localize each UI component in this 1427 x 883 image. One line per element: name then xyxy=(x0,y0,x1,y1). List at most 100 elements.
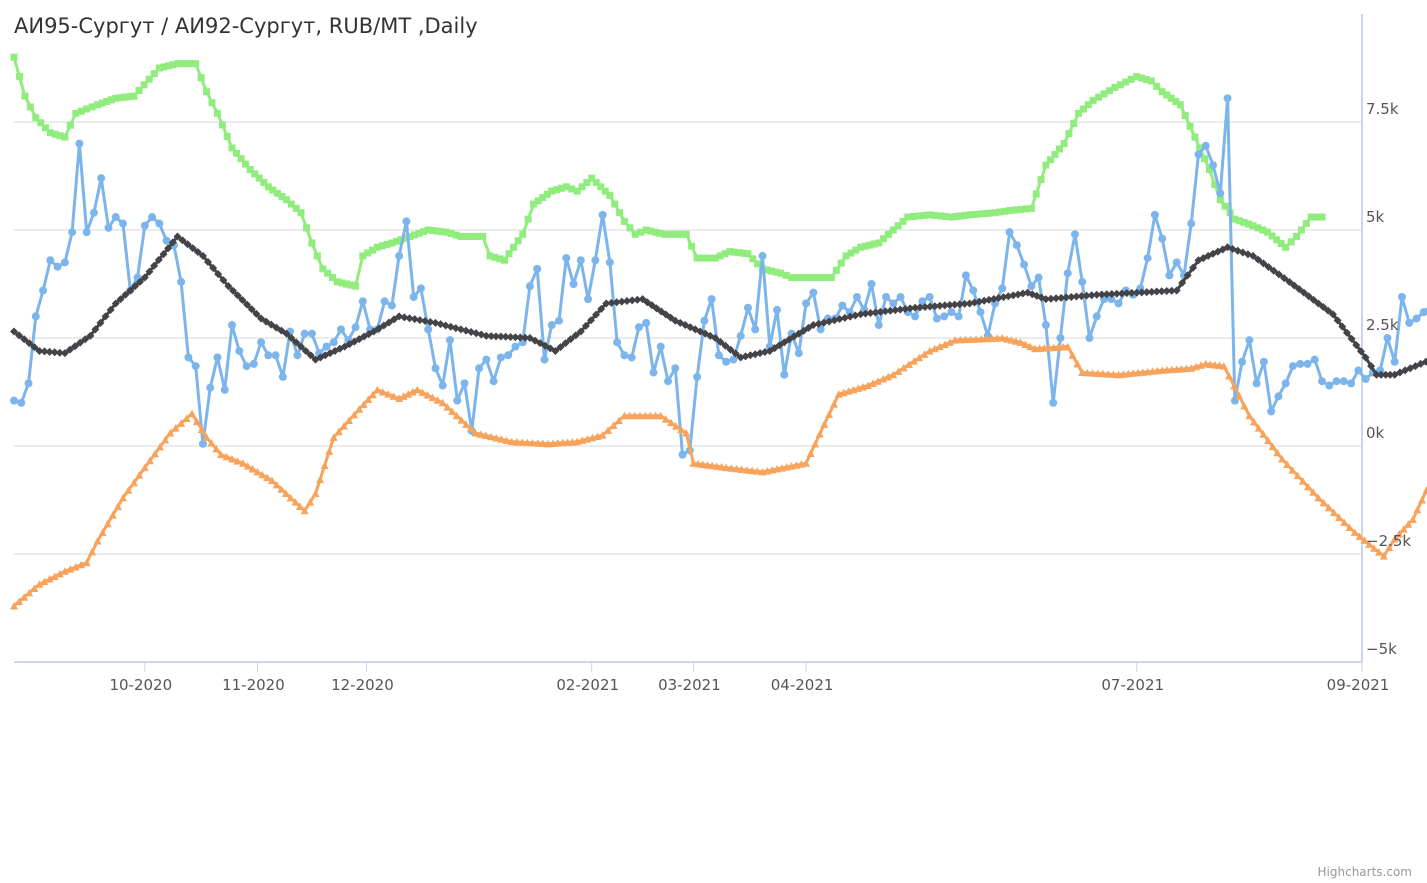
data-point[interactable] xyxy=(518,438,527,446)
data-point[interactable] xyxy=(507,437,516,446)
data-point[interactable] xyxy=(154,255,163,264)
data-point[interactable] xyxy=(926,211,934,219)
data-point[interactable] xyxy=(397,236,405,244)
data-point[interactable] xyxy=(51,130,59,138)
data-point[interactable] xyxy=(1417,496,1426,504)
data-point[interactable] xyxy=(1290,281,1299,290)
data-point[interactable] xyxy=(306,498,315,506)
data-point[interactable] xyxy=(373,385,382,394)
data-point[interactable] xyxy=(155,219,164,228)
data-point[interactable] xyxy=(613,338,622,347)
data-point[interactable] xyxy=(65,345,74,354)
data-point[interactable] xyxy=(1408,515,1417,523)
data-point[interactable] xyxy=(528,438,537,447)
data-point[interactable] xyxy=(1390,357,1399,366)
data-point[interactable] xyxy=(932,314,941,323)
data-point[interactable] xyxy=(1374,548,1383,556)
data-point[interactable] xyxy=(39,286,48,295)
data-point[interactable] xyxy=(920,211,928,219)
data-point[interactable] xyxy=(940,312,949,321)
data-point[interactable] xyxy=(708,461,717,470)
data-point[interactable] xyxy=(722,357,731,366)
data-point[interactable] xyxy=(306,351,315,360)
data-point[interactable] xyxy=(748,466,757,475)
data-point[interactable] xyxy=(384,318,393,327)
data-point[interactable] xyxy=(119,493,128,502)
data-point[interactable] xyxy=(772,268,780,276)
data-point[interactable] xyxy=(1049,398,1058,407)
data-point[interactable] xyxy=(627,353,636,362)
data-point[interactable] xyxy=(428,393,437,402)
data-point[interactable] xyxy=(573,187,581,195)
data-point[interactable] xyxy=(217,450,226,459)
data-point[interactable] xyxy=(969,286,978,295)
data-point[interactable] xyxy=(672,422,681,430)
data-point[interactable] xyxy=(1046,294,1055,303)
data-point[interactable] xyxy=(390,315,399,324)
data-point[interactable] xyxy=(607,298,616,307)
data-point[interactable] xyxy=(404,390,413,398)
data-point[interactable] xyxy=(586,316,595,325)
data-point[interactable] xyxy=(497,435,506,443)
data-point[interactable] xyxy=(803,274,811,282)
data-point[interactable] xyxy=(945,338,954,346)
data-point[interactable] xyxy=(1167,286,1176,295)
data-point[interactable] xyxy=(1073,359,1082,368)
data-point[interactable] xyxy=(1356,347,1365,356)
data-point[interactable] xyxy=(894,222,902,230)
data-point[interactable] xyxy=(1165,271,1174,280)
data-point[interactable] xyxy=(519,230,527,238)
data-point[interactable] xyxy=(1379,552,1388,560)
data-point[interactable] xyxy=(156,442,165,451)
data-point[interactable] xyxy=(446,336,455,345)
data-point[interactable] xyxy=(562,254,571,263)
data-point[interactable] xyxy=(379,321,388,330)
data-point[interactable] xyxy=(15,331,24,340)
data-point[interactable] xyxy=(1354,366,1363,375)
data-point[interactable] xyxy=(1111,83,1119,91)
data-point[interactable] xyxy=(620,217,628,225)
data-point[interactable] xyxy=(1006,207,1014,215)
data-point[interactable] xyxy=(1340,518,1349,527)
data-point[interactable] xyxy=(1283,460,1292,469)
data-point[interactable] xyxy=(98,528,107,536)
data-point[interactable] xyxy=(24,379,33,388)
data-point[interactable] xyxy=(150,70,158,78)
data-point[interactable] xyxy=(384,390,393,398)
data-point[interactable] xyxy=(966,211,974,219)
data-point[interactable] xyxy=(103,97,111,105)
data-point[interactable] xyxy=(35,580,44,588)
data-point[interactable] xyxy=(856,310,865,319)
data-point[interactable] xyxy=(1150,210,1159,219)
data-point[interactable] xyxy=(206,383,215,392)
data-point[interactable] xyxy=(320,461,329,469)
data-point[interactable] xyxy=(947,308,956,317)
data-point[interactable] xyxy=(1027,204,1035,212)
data-point[interactable] xyxy=(656,411,665,420)
data-point[interactable] xyxy=(884,372,893,381)
data-point[interactable] xyxy=(56,132,64,140)
data-point[interactable] xyxy=(828,274,836,282)
data-point[interactable] xyxy=(373,243,381,251)
data-point[interactable] xyxy=(168,238,177,247)
data-point[interactable] xyxy=(511,342,520,351)
data-point[interactable] xyxy=(235,346,244,355)
data-point[interactable] xyxy=(150,261,159,270)
data-point[interactable] xyxy=(164,244,173,253)
data-point[interactable] xyxy=(571,331,580,340)
data-point[interactable] xyxy=(160,63,168,71)
data-point[interactable] xyxy=(292,338,301,347)
data-point[interactable] xyxy=(177,277,186,286)
data-point[interactable] xyxy=(637,228,645,236)
data-point[interactable] xyxy=(1079,105,1087,113)
data-point[interactable] xyxy=(510,243,518,251)
data-point[interactable] xyxy=(788,274,796,282)
data-point[interactable] xyxy=(208,99,216,107)
data-point[interactable] xyxy=(342,280,350,288)
data-point[interactable] xyxy=(20,335,29,344)
data-point[interactable] xyxy=(952,213,960,220)
data-point[interactable] xyxy=(1127,288,1136,297)
data-point[interactable] xyxy=(910,357,919,365)
data-point[interactable] xyxy=(588,174,596,182)
data-point[interactable] xyxy=(262,317,271,326)
